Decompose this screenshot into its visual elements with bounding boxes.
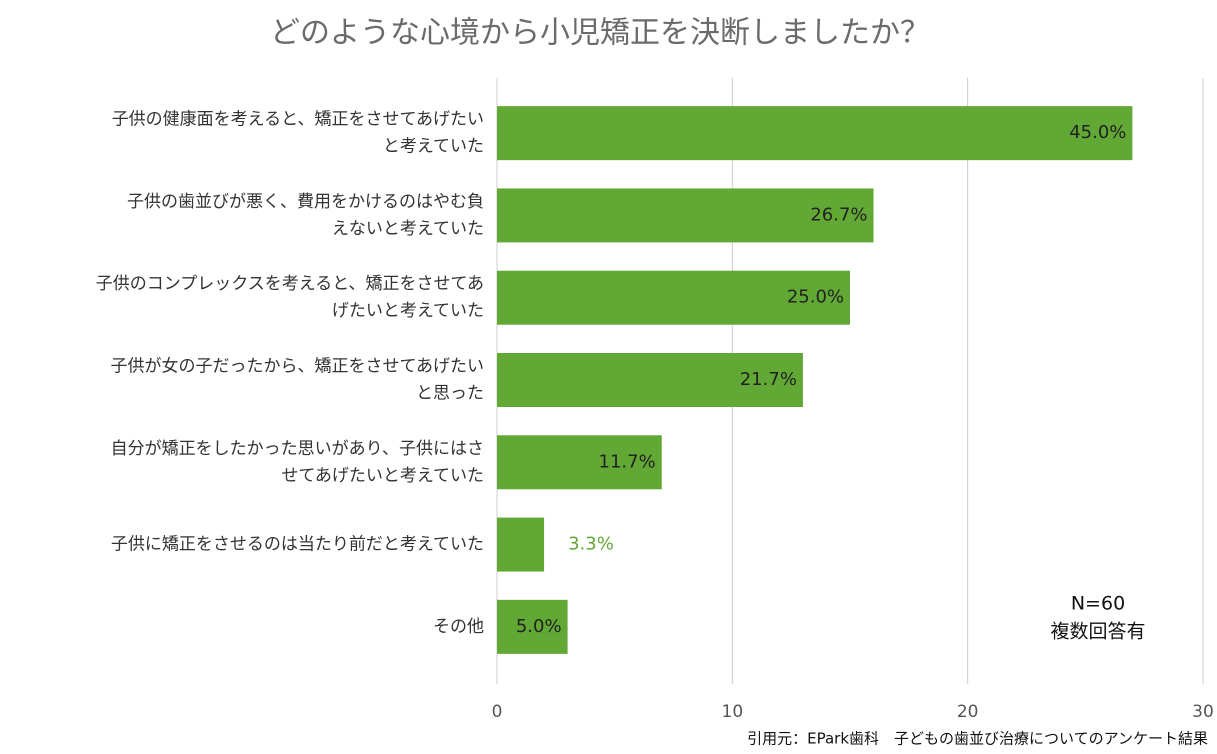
data-label: 21.7% [740, 369, 797, 390]
source: 引用元：EPark歯科 子どもの歯並び治療についてのアンケート結果 [747, 730, 1208, 748]
data-label: 5.0% [516, 616, 562, 637]
y-tick-label: 子供のコンプレックスを考えると、矯正をさせてあげたいと考えていた [96, 274, 484, 321]
x-tick-label: 0 [492, 702, 503, 722]
bar [497, 188, 874, 243]
x-tick-label: 30 [1192, 702, 1214, 722]
data-label: 11.7% [599, 451, 656, 472]
data-label: 3.3% [568, 534, 614, 555]
y-tick-label: 子供の歯並びが悪く、費用をかけるのはやむ負えないと考えていた [127, 192, 484, 239]
bar [497, 599, 568, 654]
y-tick-label: 子供に矯正をさせるのは当たり前だと考えていた [111, 535, 484, 555]
bar [497, 270, 850, 325]
bar [497, 517, 545, 572]
bar [497, 435, 662, 490]
chart-title: どのような心境から小児矯正を決断しましたか？ [270, 16, 930, 51]
bar [497, 106, 1133, 161]
x-tick-label: 10 [722, 702, 744, 722]
data-label: 26.7% [810, 204, 867, 225]
y-tick-label: 子供の健康面を考えると、矯正をさせてあげたいと考えていた [112, 110, 484, 157]
y-tick-label: 子供が女の子だったから、矯正をさせてあげたいと思った [111, 357, 485, 404]
y-tick-label: 自分が矯正をしたかった思いがあり、子供にはさせてあげたいと考えていた [111, 439, 484, 486]
data-label: 25.0% [787, 287, 844, 308]
annotation: N=60 [1071, 593, 1125, 615]
data-label: 45.0% [1069, 122, 1126, 143]
x-tick-label: 20 [957, 702, 979, 722]
bar [497, 353, 803, 407]
y-tick-label: その他 [433, 617, 484, 637]
annotation: 複数回答有 [1050, 621, 1145, 643]
